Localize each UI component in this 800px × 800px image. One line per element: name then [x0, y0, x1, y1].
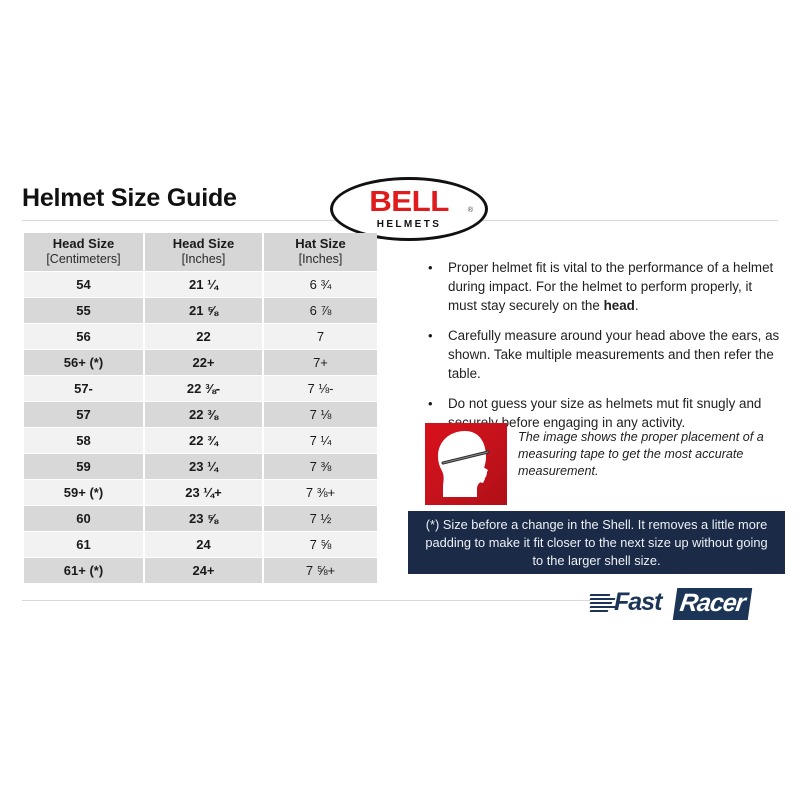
cell-hat-size-in: 7 ⅝ — [264, 532, 377, 557]
fastracer-logo-part2: Racer — [672, 588, 752, 620]
column-header-unit: [Inches] — [298, 252, 343, 267]
registered-trademark-icon: ® — [467, 207, 473, 214]
bullet-icon: • — [428, 328, 433, 343]
cell-hat-size-in: 7+ — [264, 350, 377, 375]
cell-head-size-cm: 61 — [24, 532, 143, 557]
list-item-text: Do not guess your size as helmets mut fi… — [448, 394, 780, 432]
column-header-head-size-in: Head Size [Inches] — [145, 233, 262, 271]
cell-head-size-cm: 55 — [24, 298, 143, 323]
column-header-label: Head Size — [172, 236, 235, 252]
cell-head-size-in: 22 ⅜ — [145, 402, 262, 427]
list-item-text-before: Proper helmet fit is vital to the perfor… — [448, 260, 774, 313]
cell-head-size-in: 22 ⅜- — [145, 376, 262, 401]
head-measurement-image — [425, 423, 507, 505]
list-item: • Carefully measure around your head abo… — [428, 326, 780, 383]
cell-head-size-in: 22 — [145, 324, 262, 349]
cell-head-size-in: 23 ¼ — [145, 454, 262, 479]
column-header-unit: [Centimeters] — [46, 252, 121, 267]
figure-caption: The image shows the proper placement of … — [518, 430, 764, 478]
cell-hat-size-in: 7 ⅜+ — [264, 480, 377, 505]
column-header-unit: [Inches] — [181, 252, 226, 267]
column-header-label: Head Size — [52, 236, 115, 252]
footer-divider — [22, 600, 590, 601]
cell-hat-size-in: 7 ½ — [264, 506, 377, 531]
cell-head-size-cm: 54 — [24, 272, 143, 297]
bullet-icon: • — [428, 396, 433, 411]
cell-head-size-cm: 60 — [24, 506, 143, 531]
cell-head-size-in: 22+ — [145, 350, 262, 375]
column-header-head-size-cm: Head Size [Centimeters] — [24, 233, 143, 271]
logo-wordmark: BELL — [369, 186, 449, 218]
cell-head-size-in: 21 ¼ — [145, 272, 262, 297]
cell-head-size-cm: 57 — [24, 402, 143, 427]
cell-hat-size-in: 7 ⅛ — [264, 402, 377, 427]
fastracer-logo-part1: Fast — [614, 588, 662, 616]
cell-head-size-in: 23 ⅝ — [145, 506, 262, 531]
bell-helmets-logo: BELL ® HELMETS — [330, 177, 488, 241]
column-header-label: Hat Size — [295, 236, 346, 252]
cell-hat-size-in: 6 ⅞ — [264, 298, 377, 323]
head-silhouette-icon — [438, 431, 490, 497]
cell-hat-size-in: 6 ¾ — [264, 272, 377, 297]
page-title: Helmet Size Guide — [22, 184, 237, 212]
cell-hat-size-in: 7 ⅜ — [264, 454, 377, 479]
speed-lines-icon — [589, 592, 617, 616]
cell-head-size-in: 23 ¼+ — [145, 480, 262, 505]
cell-head-size-in: 24+ — [145, 558, 262, 583]
cell-head-size-in: 21 ⅝ — [145, 298, 262, 323]
shell-size-note-box: (*) Size before a change in the Shell. I… — [408, 511, 785, 574]
cell-hat-size-in: 7 ⅛- — [264, 376, 377, 401]
logo-subtitle: HELMETS — [376, 219, 442, 230]
cell-head-size-cm: 57- — [24, 376, 143, 401]
list-item-text-before: Carefully measure around your head above… — [448, 328, 780, 381]
shell-size-note-text: (*) Size before a change in the Shell. I… — [425, 516, 768, 568]
table-row: 56+ (*) 22+ 7+ — [24, 350, 377, 375]
cell-head-size-in: 22 ¾ — [145, 428, 262, 453]
fastracer-logo: Fast Racer — [589, 588, 786, 620]
cell-hat-size-in: 7 ⅝+ — [264, 558, 377, 583]
cell-head-size-in: 24 — [145, 532, 262, 557]
table-row: 57- 22 ⅜- 7 ⅛- — [24, 376, 377, 401]
table-header: Head Size [Centimeters] Head Size [Inche… — [24, 233, 377, 271]
list-item-text: Proper helmet fit is vital to the perfor… — [448, 258, 780, 315]
list-item: • Proper helmet fit is vital to the perf… — [428, 258, 780, 315]
list-item-text-after: . — [634, 298, 639, 313]
bullet-icon: • — [428, 260, 433, 275]
list-item-emphasis: head — [603, 298, 635, 313]
cell-hat-size-in: 7 — [264, 324, 377, 349]
cell-head-size-cm: 59+ (*) — [24, 480, 143, 505]
table-header-row: Head Size [Centimeters] Head Size [Inche… — [24, 233, 377, 271]
table-row: 61+ (*) 24+ 7 ⅝+ — [24, 558, 377, 583]
cell-head-size-cm: 56 — [24, 324, 143, 349]
cell-head-size-cm: 59 — [24, 454, 143, 479]
cell-hat-size-in: 7 ¼ — [264, 428, 377, 453]
cell-head-size-cm: 56+ (*) — [24, 350, 143, 375]
list-item: • Do not guess your size as helmets mut … — [428, 394, 780, 432]
list-item-text: Carefully measure around your head above… — [448, 326, 780, 383]
list-item-text-before: Do not guess your size as helmets mut fi… — [448, 396, 762, 430]
table-row: 59+ (*) 23 ¼+ 7 ⅜+ — [24, 480, 377, 505]
cell-head-size-cm: 61+ (*) — [24, 558, 143, 583]
table-row: 61 24 7 ⅝ — [24, 532, 377, 557]
cell-head-size-cm: 58 — [24, 428, 143, 453]
size-chart-table: Head Size [Centimeters] Head Size [Inche… — [22, 232, 379, 584]
column-header-hat-size-in: Hat Size [Inches] — [264, 233, 377, 271]
logo-oval-outline — [330, 177, 488, 241]
table-row: 56 22 7 — [24, 324, 377, 349]
fit-instructions-list: • Proper helmet fit is vital to the perf… — [428, 258, 780, 443]
